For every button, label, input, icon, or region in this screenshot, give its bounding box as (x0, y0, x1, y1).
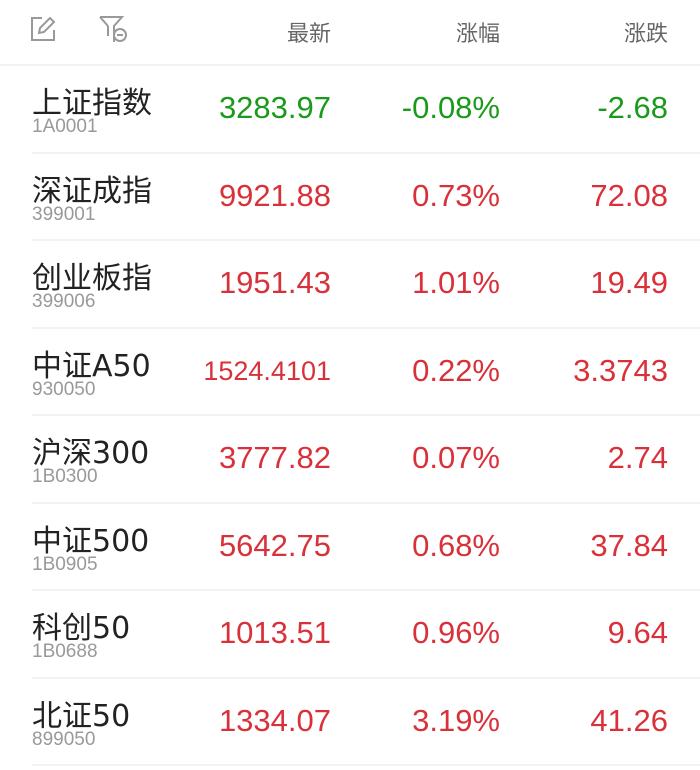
index-code: 930050 (32, 378, 96, 400)
table-row[interactable]: 创业板指 399006 1951.43 1.01% 19.49 (0, 241, 700, 329)
change-amount: -2.68 (597, 90, 668, 125)
row-divider (32, 326, 700, 329)
latest-price: 1334.07 (218, 702, 331, 738)
index-code: 399001 (32, 203, 96, 225)
row-divider (32, 501, 700, 504)
table-row[interactable]: 北证50 899050 1334.07 3.19% 41.26 (0, 679, 700, 766)
index-code: 1A0001 (32, 116, 98, 137)
index-code: 899050 (32, 728, 96, 750)
latest-price: 3283.97 (218, 90, 331, 125)
row-divider (32, 151, 700, 154)
column-header-change-pct[interactable]: 涨幅 (455, 22, 500, 47)
index-name: 中证500 (32, 523, 150, 559)
change-amount: 3.3743 (573, 352, 668, 388)
edit-icon[interactable] (28, 14, 58, 44)
index-name: 上证指数 (32, 86, 152, 121)
index-code: 1B0300 (32, 466, 98, 487)
latest-price: 3777.82 (218, 440, 331, 475)
table-row[interactable]: 深证成指 399001 9921.88 0.73% 72.08 (0, 154, 700, 241)
row-divider (32, 676, 700, 679)
change-amount: 41.26 (590, 702, 668, 738)
filter-remove-icon[interactable] (98, 14, 128, 44)
change-percent: 3.19% (412, 702, 500, 738)
latest-price: 1013.51 (218, 615, 331, 650)
change-amount: 72.08 (590, 177, 668, 213)
change-percent: -0.08% (401, 90, 500, 125)
index-code: 1B0688 (32, 641, 98, 662)
latest-price: 1524.4101 (203, 355, 331, 386)
column-header-change[interactable]: 涨跌 (623, 22, 668, 47)
latest-price: 9921.88 (218, 177, 331, 213)
table-row[interactable]: 中证A50 930050 1524.4101 0.22% 3.3743 (0, 329, 700, 416)
table-row[interactable]: 科创50 1B0688 1013.51 0.96% 9.64 (0, 591, 700, 679)
row-divider (32, 239, 700, 241)
index-code: 399006 (32, 291, 96, 312)
index-name: 科创50 (32, 611, 131, 646)
table-row[interactable]: 沪深300 1B0300 3777.82 0.07% 2.74 (0, 416, 700, 504)
index-name: 创业板指 (32, 261, 152, 296)
change-percent: 0.96% (412, 615, 500, 650)
row-divider (32, 589, 700, 591)
index-name: 北证50 (32, 698, 131, 734)
latest-price: 1951.43 (218, 265, 331, 300)
latest-price: 5642.75 (218, 527, 331, 563)
change-amount: 19.49 (590, 265, 668, 300)
list-header: 最新 涨幅 涨跌 (0, 0, 700, 66)
change-percent: 0.68% (412, 527, 500, 563)
index-code: 1B0905 (32, 553, 98, 575)
index-name: 深证成指 (32, 173, 152, 209)
change-amount: 37.84 (590, 527, 668, 563)
index-name: 沪深300 (32, 436, 150, 471)
row-divider (32, 764, 700, 766)
column-header-latest[interactable]: 最新 (286, 22, 331, 47)
change-percent: 0.22% (412, 352, 500, 388)
change-percent: 0.07% (412, 440, 500, 475)
change-percent: 1.01% (412, 265, 500, 300)
table-row[interactable]: 上证指数 1A0001 3283.97 -0.08% -2.68 (0, 66, 700, 154)
index-name: 中证A50 (32, 348, 151, 384)
change-amount: 9.64 (607, 615, 668, 650)
row-divider (32, 414, 700, 416)
table-row[interactable]: 中证500 1B0905 5642.75 0.68% 37.84 (0, 504, 700, 591)
change-percent: 0.73% (412, 177, 500, 213)
change-amount: 2.74 (607, 440, 668, 475)
